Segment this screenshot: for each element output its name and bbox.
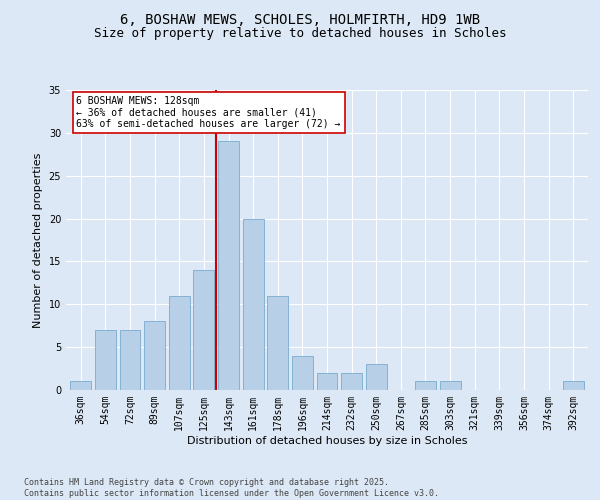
Bar	[292, 356, 313, 390]
Bar	[218, 142, 239, 390]
Bar	[95, 330, 116, 390]
Bar	[317, 373, 337, 390]
Text: Contains HM Land Registry data © Crown copyright and database right 2025.
Contai: Contains HM Land Registry data © Crown c…	[24, 478, 439, 498]
Bar	[415, 382, 436, 390]
Text: Size of property relative to detached houses in Scholes: Size of property relative to detached ho…	[94, 28, 506, 40]
Bar	[144, 322, 165, 390]
Bar	[193, 270, 214, 390]
Bar	[440, 382, 461, 390]
Text: 6 BOSHAW MEWS: 128sqm
← 36% of detached houses are smaller (41)
63% of semi-deta: 6 BOSHAW MEWS: 128sqm ← 36% of detached …	[76, 96, 341, 129]
Y-axis label: Number of detached properties: Number of detached properties	[33, 152, 43, 328]
X-axis label: Distribution of detached houses by size in Scholes: Distribution of detached houses by size …	[187, 436, 467, 446]
Bar	[119, 330, 140, 390]
Bar	[366, 364, 387, 390]
Bar	[267, 296, 288, 390]
Bar	[70, 382, 91, 390]
Bar	[242, 218, 263, 390]
Bar	[563, 382, 584, 390]
Bar	[169, 296, 190, 390]
Bar	[341, 373, 362, 390]
Text: 6, BOSHAW MEWS, SCHOLES, HOLMFIRTH, HD9 1WB: 6, BOSHAW MEWS, SCHOLES, HOLMFIRTH, HD9 …	[120, 12, 480, 26]
